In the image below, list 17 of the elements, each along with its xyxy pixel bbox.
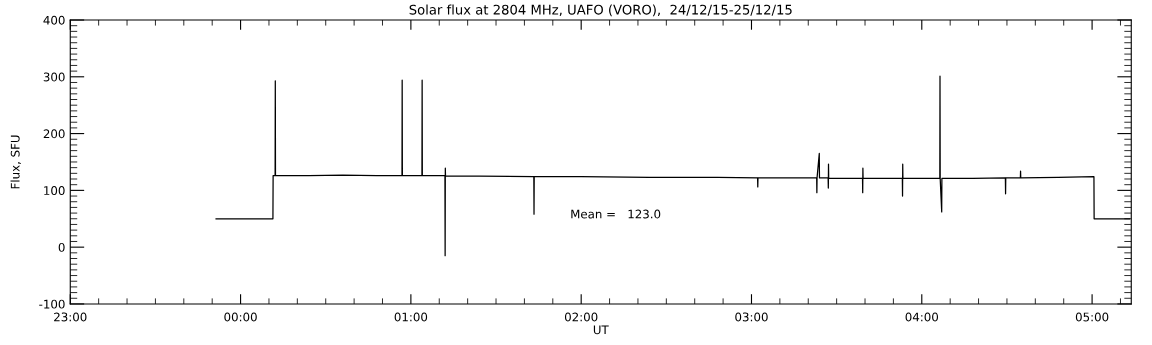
- y-tick-label: 100: [44, 186, 65, 196]
- y-tick-label: 400: [43, 15, 65, 25]
- y-tick-label: 200: [43, 129, 65, 139]
- x-tick-label: 04:00: [905, 312, 939, 322]
- chart-title: Solar flux at 2804 MHz, UAFO (VORO), 24/12/15-25/12/15: [409, 4, 792, 17]
- x-tick-label: 00:00: [224, 312, 257, 322]
- x-tick-label: 03:00: [735, 312, 768, 322]
- y-tick-label: 300: [43, 72, 65, 82]
- x-tick-label: 02:00: [564, 312, 598, 322]
- x-axis-title: UT: [593, 325, 609, 335]
- annotation: Mean = 123.0: [571, 209, 661, 219]
- x-tick-label: 01:00: [394, 312, 428, 322]
- y-axis-title: Flux, SFU: [10, 135, 21, 189]
- x-tick-label: 05:00: [1075, 312, 1109, 322]
- y-tick-label: -100: [39, 299, 65, 309]
- y-tick-label: 0: [58, 242, 65, 252]
- x-tick-label: 23:00: [54, 312, 87, 322]
